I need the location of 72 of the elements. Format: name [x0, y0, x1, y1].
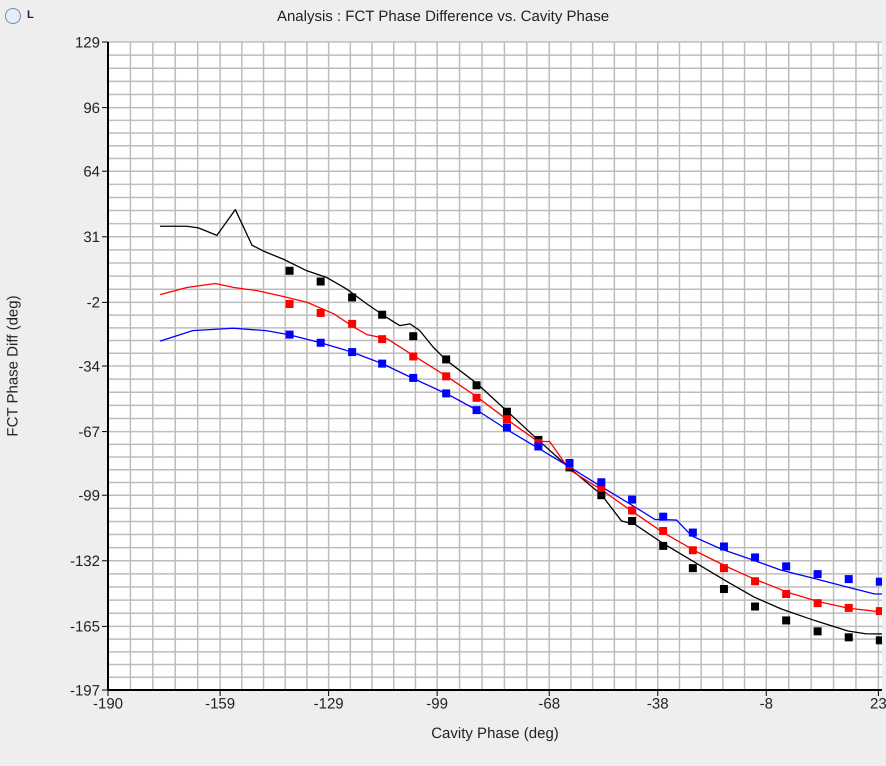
point: [286, 266, 294, 275]
point: [688, 564, 697, 572]
x-tick-label: -38: [646, 696, 669, 713]
point: [502, 415, 511, 424]
point: [442, 372, 450, 380]
point: [472, 406, 481, 414]
point: [348, 320, 356, 328]
point: [286, 300, 294, 308]
y-tick-label: -34: [78, 358, 100, 376]
y-tick-label: 96: [83, 100, 100, 117]
point: [502, 408, 511, 416]
point: [472, 394, 481, 402]
point: [751, 602, 760, 611]
point: [844, 575, 853, 584]
y-tick-label: -99: [78, 488, 100, 505]
point: [378, 360, 386, 368]
chart-title: Analysis : FCT Phase Difference vs. Cavity Phase: [276, 8, 610, 25]
point: [534, 442, 542, 451]
point: [782, 562, 790, 570]
y-tick-label: -2: [86, 294, 100, 312]
point: [782, 590, 790, 598]
point: [442, 389, 450, 398]
y-tick-label: 64: [83, 164, 100, 181]
point: [688, 528, 697, 537]
point: [409, 332, 418, 340]
point: [316, 338, 325, 347]
point: [597, 478, 606, 486]
point: [628, 496, 636, 504]
point: [814, 570, 822, 578]
point: [720, 564, 728, 572]
point: [378, 310, 386, 319]
x-axis-title: Cavity Phase (deg): [431, 725, 559, 742]
point: [659, 542, 668, 550]
point: [409, 374, 418, 382]
point: [348, 293, 356, 302]
point: [659, 526, 668, 535]
point: [814, 627, 822, 636]
x-tick-label: -68: [538, 696, 560, 713]
point: [844, 633, 853, 642]
y-tick-label: -165: [70, 618, 100, 636]
point: [844, 604, 853, 612]
point: [348, 348, 356, 356]
point: [659, 512, 668, 521]
point: [751, 577, 760, 586]
y-tick-label: -132: [70, 553, 100, 570]
x-tick-label: -8: [760, 696, 773, 713]
x-tick-label: -159: [205, 696, 236, 713]
x-tick-label: -99: [426, 696, 448, 713]
point: [720, 585, 728, 594]
point: [502, 424, 511, 432]
point: [472, 381, 481, 390]
point: [628, 517, 636, 526]
x-tick-label: 23: [870, 696, 886, 713]
point: [814, 599, 822, 608]
y-axis-title: FCT Phase Diff (deg): [4, 295, 22, 437]
point: [409, 352, 418, 360]
point: [782, 616, 790, 624]
y-tick-label: 129: [74, 34, 100, 52]
point: [688, 546, 697, 554]
point: [628, 506, 636, 515]
point: [751, 553, 760, 562]
text: L: [27, 9, 34, 21]
point: [720, 542, 728, 550]
y-tick-label: 31: [83, 229, 100, 246]
point: [286, 330, 294, 339]
point: [316, 278, 325, 286]
line-series: [159, 328, 882, 595]
point: [316, 308, 325, 317]
x-tick-label: -129: [314, 696, 344, 713]
y-tick-label: -67: [78, 424, 100, 441]
point: [378, 335, 386, 344]
point: [442, 355, 450, 364]
